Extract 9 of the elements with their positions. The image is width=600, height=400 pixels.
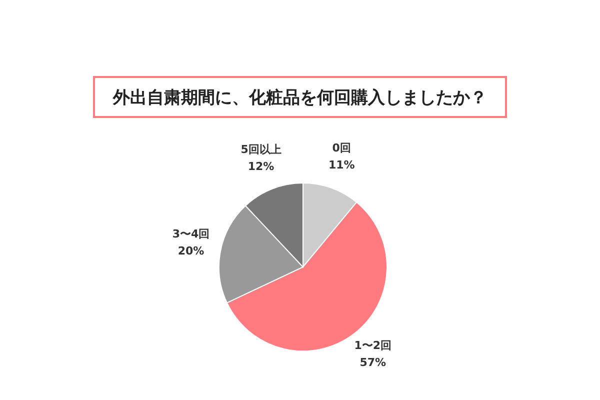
slice-label: 5回以上 bbox=[240, 143, 282, 156]
slice-label: 0回 bbox=[332, 142, 351, 155]
data-label: 20% bbox=[178, 244, 204, 258]
data-label: 57% bbox=[360, 356, 386, 370]
chart-title: 外出自粛期間に、化粧品を何回購入しましたか？ bbox=[93, 76, 507, 118]
slice-label: 1〜2回 bbox=[354, 339, 392, 352]
data-label: 12% bbox=[248, 160, 274, 174]
data-label: 11% bbox=[328, 158, 355, 172]
slice-label: 3〜4回 bbox=[172, 228, 210, 241]
